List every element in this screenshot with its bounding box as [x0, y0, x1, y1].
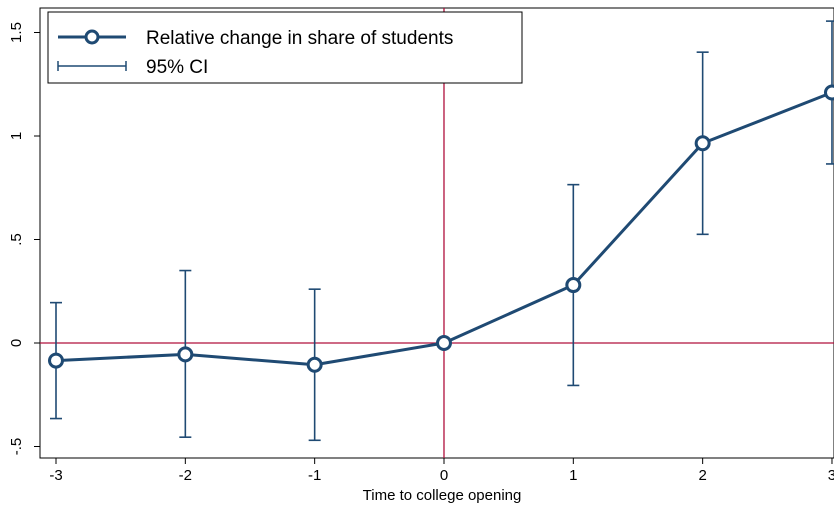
data-point [306, 356, 323, 373]
legend-label-ci: 95% CI [146, 57, 208, 78]
data-point [435, 335, 452, 351]
x-tick-label: -3 [49, 467, 62, 484]
x-axis-title: Time to college opening [363, 487, 522, 504]
legend-marker-swatch [84, 29, 100, 45]
x-tick-label: 3 [828, 467, 834, 484]
y-axis: -.5 0 .5 1 1.5 [8, 22, 40, 455]
data-point [177, 346, 194, 363]
legend: Relative change in share of students 95%… [47, 11, 523, 84]
y-tick-label: -.5 [8, 438, 25, 456]
data-point [694, 135, 711, 152]
x-axis: -3 -2 -1 0 1 2 3 [49, 458, 834, 484]
x-tick-label: -2 [179, 467, 192, 484]
data-point [48, 352, 64, 369]
data-point [565, 277, 582, 294]
legend-box [47, 11, 523, 84]
x-tick-label: 0 [440, 467, 448, 484]
y-tick-label: 0 [8, 339, 25, 347]
y-tick-label: 1.5 [8, 22, 25, 43]
y-tick-label: .5 [8, 233, 25, 246]
x-tick-label: 2 [698, 467, 706, 484]
y-tick-label: 1 [8, 132, 25, 140]
data-point [823, 84, 834, 101]
x-tick-label: 1 [569, 467, 577, 484]
x-tick-label: -1 [308, 467, 321, 484]
legend-label-series: Relative change in share of students [146, 28, 453, 49]
series-markers [48, 84, 834, 373]
